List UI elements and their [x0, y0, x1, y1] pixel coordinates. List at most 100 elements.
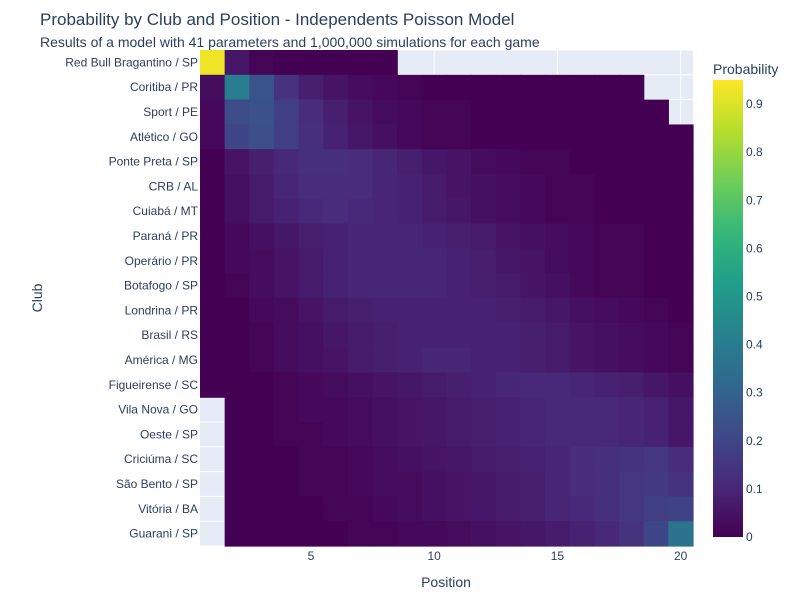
- heatmap-cell: [249, 149, 275, 175]
- heatmap-cell: [446, 99, 472, 125]
- heatmap-cell: [594, 99, 620, 125]
- heatmap-cell: [372, 347, 398, 373]
- heatmap-cell: [372, 322, 398, 349]
- heatmap-cell: [569, 99, 595, 125]
- heatmap-cell: [273, 74, 300, 101]
- heatmap-cell: [668, 298, 694, 324]
- heatmap-cell: [397, 298, 423, 324]
- heatmap-cell: [298, 223, 324, 249]
- heatmap-cell: [520, 496, 546, 522]
- heatmap-cell: [224, 223, 250, 249]
- heatmap-cell: [224, 50, 250, 76]
- y-tick-label: Londrina / PR: [125, 303, 199, 317]
- heatmap-cell: [643, 174, 669, 200]
- heatmap-cell: [249, 174, 275, 200]
- colorbar-tick-labels: 0 0.1 0.2 0.3 0.4 0.5 0.6 0.7 0.8 0.9: [746, 97, 763, 544]
- heatmap-cell: [471, 99, 497, 125]
- heatmap-cell: [397, 322, 423, 349]
- heatmap-cell: [323, 422, 349, 448]
- heatmap-cell: [273, 273, 300, 299]
- heatmap-cell: [594, 446, 620, 473]
- y-tick-label: Atlético / GO: [130, 130, 198, 144]
- heatmap-cell: [323, 273, 349, 299]
- heatmap-cell: [643, 471, 669, 497]
- heatmap-cell: [323, 496, 349, 522]
- heatmap-cell: [298, 198, 324, 225]
- heatmap-cell: [594, 397, 620, 423]
- heatmap-cell: [520, 446, 546, 473]
- heatmap-cell: [273, 471, 300, 497]
- heatmap-cell: [520, 347, 546, 373]
- heatmap-cell: [347, 124, 374, 150]
- heatmap-cell: [619, 99, 645, 125]
- heatmap-cell: [643, 521, 669, 547]
- heatmap-cell: [471, 223, 497, 249]
- heatmap-cell: [224, 149, 250, 175]
- colorbar-tick-label: 0.9: [746, 97, 763, 111]
- heatmap-cell: [273, 347, 300, 373]
- heatmap-cell: [323, 322, 349, 349]
- heatmap-cell: [200, 124, 226, 150]
- heatmap-cell: [594, 372, 620, 398]
- heatmap-cell: [200, 99, 226, 125]
- heatmap-cell: [200, 298, 226, 324]
- heatmap-cell: [298, 99, 324, 125]
- heatmap-cell: [397, 521, 423, 547]
- y-tick-label: Vitória / BA: [138, 502, 198, 516]
- heatmap-cell: [249, 198, 275, 225]
- heatmap-cell: [643, 198, 669, 225]
- heatmap-cell: [200, 372, 226, 398]
- heatmap-cell: [520, 521, 546, 547]
- heatmap-cell: [594, 422, 620, 448]
- heatmap-cell: [569, 248, 595, 274]
- heatmap-cell: [372, 273, 398, 299]
- heatmap-cell: [495, 174, 522, 200]
- heatmap-cell: [520, 124, 546, 150]
- heatmap-cell: [323, 50, 349, 76]
- heatmap-cell: [471, 124, 497, 150]
- heatmap-cell: [619, 74, 645, 101]
- heatmap-cell: [668, 496, 694, 522]
- y-tick-label: Botafogo / SP: [124, 279, 198, 293]
- heatmap-cell: [495, 273, 522, 299]
- heatmap-cell: [668, 322, 694, 349]
- colorbar-tick-label: 0.3: [746, 386, 763, 400]
- y-tick-label: CRB / AL: [149, 179, 199, 193]
- x-axis-title: Position: [421, 574, 471, 590]
- chart-subtitle: Results of a model with 41 parameters an…: [40, 34, 540, 50]
- heatmap-cell: [200, 149, 226, 175]
- heatmap-cell: [643, 347, 669, 373]
- heatmap-cell: [372, 74, 398, 101]
- heatmap-cell: [619, 124, 645, 150]
- heatmap-cell: [347, 273, 374, 299]
- heatmap-cell: [397, 422, 423, 448]
- heatmap-cell: [323, 198, 349, 225]
- heatmap-cell: [273, 99, 300, 125]
- heatmap-cell: [619, 223, 645, 249]
- heatmap-cell: [347, 248, 374, 274]
- heatmap-cell: [224, 74, 250, 101]
- heatmap-cell: [273, 298, 300, 324]
- heatmap-cell: [421, 446, 448, 473]
- heatmap-cell: [594, 298, 620, 324]
- heatmap-cell: [224, 422, 250, 448]
- heatmap-cell: [200, 273, 226, 299]
- heatmap-cell: [520, 322, 546, 349]
- heatmap-cell: [249, 50, 275, 76]
- heatmap-cell: [372, 471, 398, 497]
- heatmap-cell: [668, 174, 694, 200]
- y-tick-label: Guarani / SP: [129, 527, 198, 541]
- heatmap-cell: [347, 74, 374, 101]
- heatmap-cell: [569, 471, 595, 497]
- heatmap-cell: [421, 223, 448, 249]
- heatmap-cell: [323, 248, 349, 274]
- heatmap-cell: [224, 322, 250, 349]
- heatmap-cell: [273, 124, 300, 150]
- colorbar-tick-label: 0.4: [746, 338, 763, 352]
- heatmap-cell: [298, 298, 324, 324]
- heatmap-cell: [471, 471, 497, 497]
- heatmap-cell: [619, 322, 645, 349]
- heatmap-cell: [446, 223, 472, 249]
- x-axis-tick-labels: 5 10 15 20: [308, 549, 688, 563]
- heatmap-cell: [471, 248, 497, 274]
